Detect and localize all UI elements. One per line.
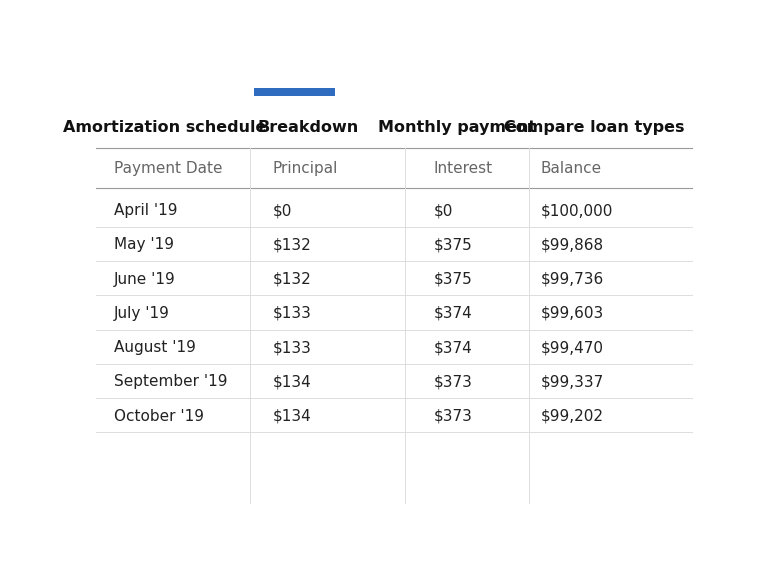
- Text: $374: $374: [434, 306, 472, 321]
- Text: $99,736: $99,736: [541, 271, 604, 287]
- Text: August '19: August '19: [114, 340, 196, 355]
- Text: $133: $133: [273, 306, 311, 321]
- Text: Interest: Interest: [434, 161, 493, 176]
- Text: Monthly payment: Monthly payment: [378, 121, 537, 135]
- Text: $0: $0: [434, 203, 453, 218]
- Text: May '19: May '19: [114, 238, 174, 253]
- Text: $100,000: $100,000: [541, 203, 613, 218]
- Text: $373: $373: [434, 374, 472, 390]
- Text: $375: $375: [434, 271, 472, 287]
- Text: July '19: July '19: [114, 306, 170, 321]
- Text: $99,202: $99,202: [541, 409, 604, 424]
- Text: $374: $374: [434, 340, 472, 355]
- Text: October '19: October '19: [114, 409, 204, 424]
- Text: Breakdown: Breakdown: [257, 121, 359, 135]
- Text: $134: $134: [273, 374, 311, 390]
- Text: April '19: April '19: [114, 203, 178, 218]
- Text: Amortization schedule: Amortization schedule: [63, 121, 266, 135]
- Text: Principal: Principal: [273, 161, 338, 176]
- Text: Balance: Balance: [541, 161, 602, 176]
- Text: $99,603: $99,603: [541, 306, 604, 321]
- Text: $132: $132: [273, 271, 311, 287]
- Text: June '19: June '19: [114, 271, 176, 287]
- Text: $373: $373: [434, 409, 472, 424]
- Bar: [254, 88, 335, 97]
- Text: $99,337: $99,337: [541, 374, 604, 390]
- Text: Payment Date: Payment Date: [114, 161, 223, 176]
- Text: $132: $132: [273, 238, 311, 253]
- Text: $375: $375: [434, 238, 472, 253]
- Text: $134: $134: [273, 409, 311, 424]
- Text: $99,868: $99,868: [541, 238, 604, 253]
- Text: September '19: September '19: [114, 374, 228, 390]
- Text: Compare loan types: Compare loan types: [504, 121, 685, 135]
- Text: $133: $133: [273, 340, 311, 355]
- Text: $0: $0: [273, 203, 292, 218]
- Text: $99,470: $99,470: [541, 340, 604, 355]
